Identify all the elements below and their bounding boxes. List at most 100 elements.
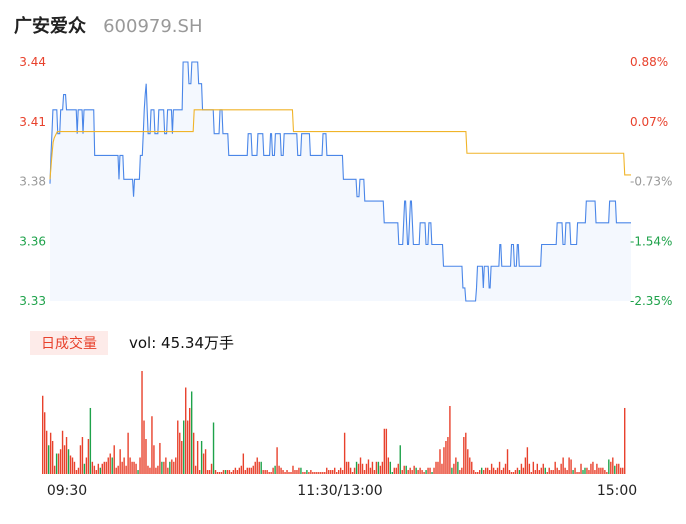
- volume-bar: [337, 470, 340, 474]
- volume-bar: [89, 407, 92, 474]
- volume-bar: [151, 416, 153, 474]
- volume-bar: [304, 472, 306, 474]
- volume-bar: [467, 449, 469, 474]
- volume-bar: [594, 470, 596, 474]
- volume-bar: [345, 461, 348, 474]
- volume-bar: [268, 472, 270, 474]
- volume-bar: [208, 470, 211, 474]
- volume-readout: vol: 45.34万手: [129, 334, 234, 352]
- volume-bar: [91, 461, 94, 474]
- price-line: [49, 61, 631, 302]
- volume-bar: [361, 463, 364, 474]
- volume-bar: [218, 472, 221, 474]
- volume-bar: [494, 470, 497, 474]
- volume-bar: [516, 467, 519, 474]
- volume-bar: [284, 472, 286, 474]
- volume-bar: [49, 432, 52, 474]
- volume-bar: [332, 470, 334, 474]
- volume-bar: [604, 470, 606, 474]
- volume-bar: [157, 465, 159, 474]
- volume-bar: [488, 470, 491, 474]
- volume-bar: [391, 472, 394, 474]
- y-tick-right-label: 0.07%: [630, 115, 668, 129]
- volume-bar: [266, 470, 268, 474]
- volume-bar: [600, 467, 602, 474]
- volume-bar: [618, 463, 620, 474]
- volume-bar: [129, 457, 131, 474]
- volume-bar: [220, 472, 223, 474]
- volume-bar: [427, 467, 429, 474]
- volume-bar: [93, 465, 96, 474]
- volume-bar: [85, 457, 88, 474]
- volume-bar: [83, 463, 86, 474]
- volume-bar: [165, 457, 167, 474]
- volume-bar: [111, 457, 113, 474]
- volume-bar: [592, 461, 594, 474]
- volume-bar: [415, 467, 417, 474]
- volume-bar: [105, 461, 107, 474]
- volume-bar: [608, 459, 610, 474]
- volume-bar: [248, 467, 250, 474]
- volume-bar: [226, 470, 229, 474]
- volume-bar: [580, 463, 582, 474]
- volume-bar: [334, 467, 336, 474]
- volume-bar: [169, 461, 171, 474]
- volume-bar: [322, 472, 324, 474]
- volume-period-label[interactable]: 日成交量: [30, 331, 108, 355]
- volume-bar: [113, 445, 115, 474]
- volume-bar: [149, 467, 151, 474]
- volume-bar: [544, 467, 546, 474]
- volume-bar: [302, 472, 304, 474]
- volume-bar: [405, 465, 407, 474]
- volume-bar: [554, 461, 556, 474]
- volume-bar: [359, 457, 362, 474]
- volume-bar: [451, 467, 453, 474]
- volume-bar: [606, 472, 608, 474]
- volume-bar: [298, 467, 300, 474]
- volume-bar: [198, 470, 201, 474]
- volume-bar: [435, 461, 437, 474]
- volume-bar: [181, 440, 183, 474]
- volume-bar: [119, 449, 121, 474]
- volume-bar: [562, 457, 564, 474]
- volume-bar: [326, 467, 328, 474]
- volume-bar: [612, 457, 614, 474]
- y-tick-left-label: 3.33: [19, 294, 46, 308]
- volume-bar: [159, 442, 161, 474]
- volume-bar: [318, 472, 320, 474]
- volume-bar: [548, 467, 550, 474]
- volume-bar: [324, 472, 326, 474]
- volume-bar: [524, 457, 527, 474]
- volume-bar: [53, 465, 56, 474]
- volume-bar: [254, 461, 256, 474]
- volume-bar: [280, 467, 282, 474]
- volume-bar: [59, 449, 62, 474]
- volume-bar: [314, 472, 316, 474]
- volume-bar: [431, 472, 433, 474]
- volume-bar: [71, 457, 74, 474]
- volume-bar: [171, 459, 173, 474]
- volume-bar: [79, 445, 82, 474]
- volume-bar: [230, 472, 233, 474]
- y-tick-right-label: -0.73%: [630, 175, 672, 189]
- volume-bar: [87, 439, 90, 474]
- volume-bar: [393, 467, 395, 474]
- volume-bar: [437, 461, 439, 474]
- volume-bar: [69, 455, 72, 474]
- volume-bar: [238, 467, 241, 474]
- volume-bar: [486, 467, 489, 474]
- volume-bar: [202, 453, 205, 474]
- volume-bar: [173, 461, 175, 474]
- volume-bar: [163, 461, 165, 474]
- volume-bar: [417, 470, 419, 474]
- volume-bar: [355, 461, 358, 474]
- volume-bar: [514, 470, 517, 474]
- volume-bar: [179, 432, 181, 474]
- volume-bar: [421, 470, 423, 474]
- volume-bar: [276, 447, 278, 474]
- volume-bar: [115, 467, 117, 474]
- volume-bar: [335, 472, 338, 474]
- volume-bar: [250, 467, 252, 474]
- volume-bar: [242, 453, 245, 474]
